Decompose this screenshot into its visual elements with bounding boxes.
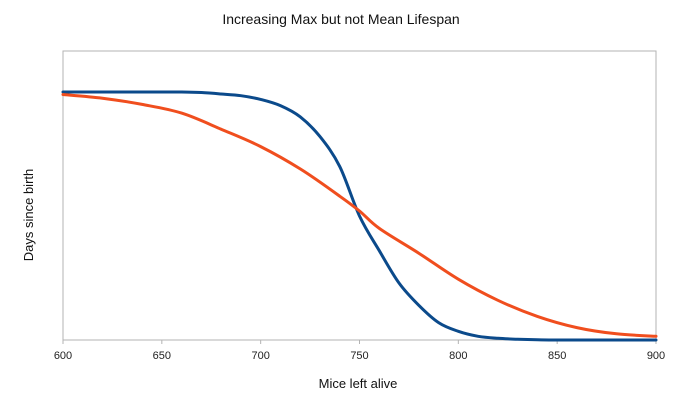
series-group: [61, 90, 658, 342]
x-tick-label: 900: [647, 350, 665, 362]
plot-area: [62, 50, 657, 341]
x-tick-label: 700: [251, 350, 269, 362]
x-tick-label: 800: [449, 350, 467, 362]
x-tick-label: 750: [350, 350, 368, 362]
x-tick-label: 600: [54, 350, 72, 362]
y-axis-title: Days since birth: [21, 169, 36, 261]
series-line-1: [61, 90, 658, 342]
x-axis-ticks: 600 650 700 750 800 850 900: [54, 340, 665, 362]
x-tick-label: 650: [153, 350, 171, 362]
x-axis-title: Mice left alive: [319, 376, 398, 391]
x-tick-label: 850: [548, 350, 566, 362]
chart-title: Increasing Max but not Mean Lifespan: [222, 11, 459, 27]
series-line-2: [61, 93, 658, 338]
